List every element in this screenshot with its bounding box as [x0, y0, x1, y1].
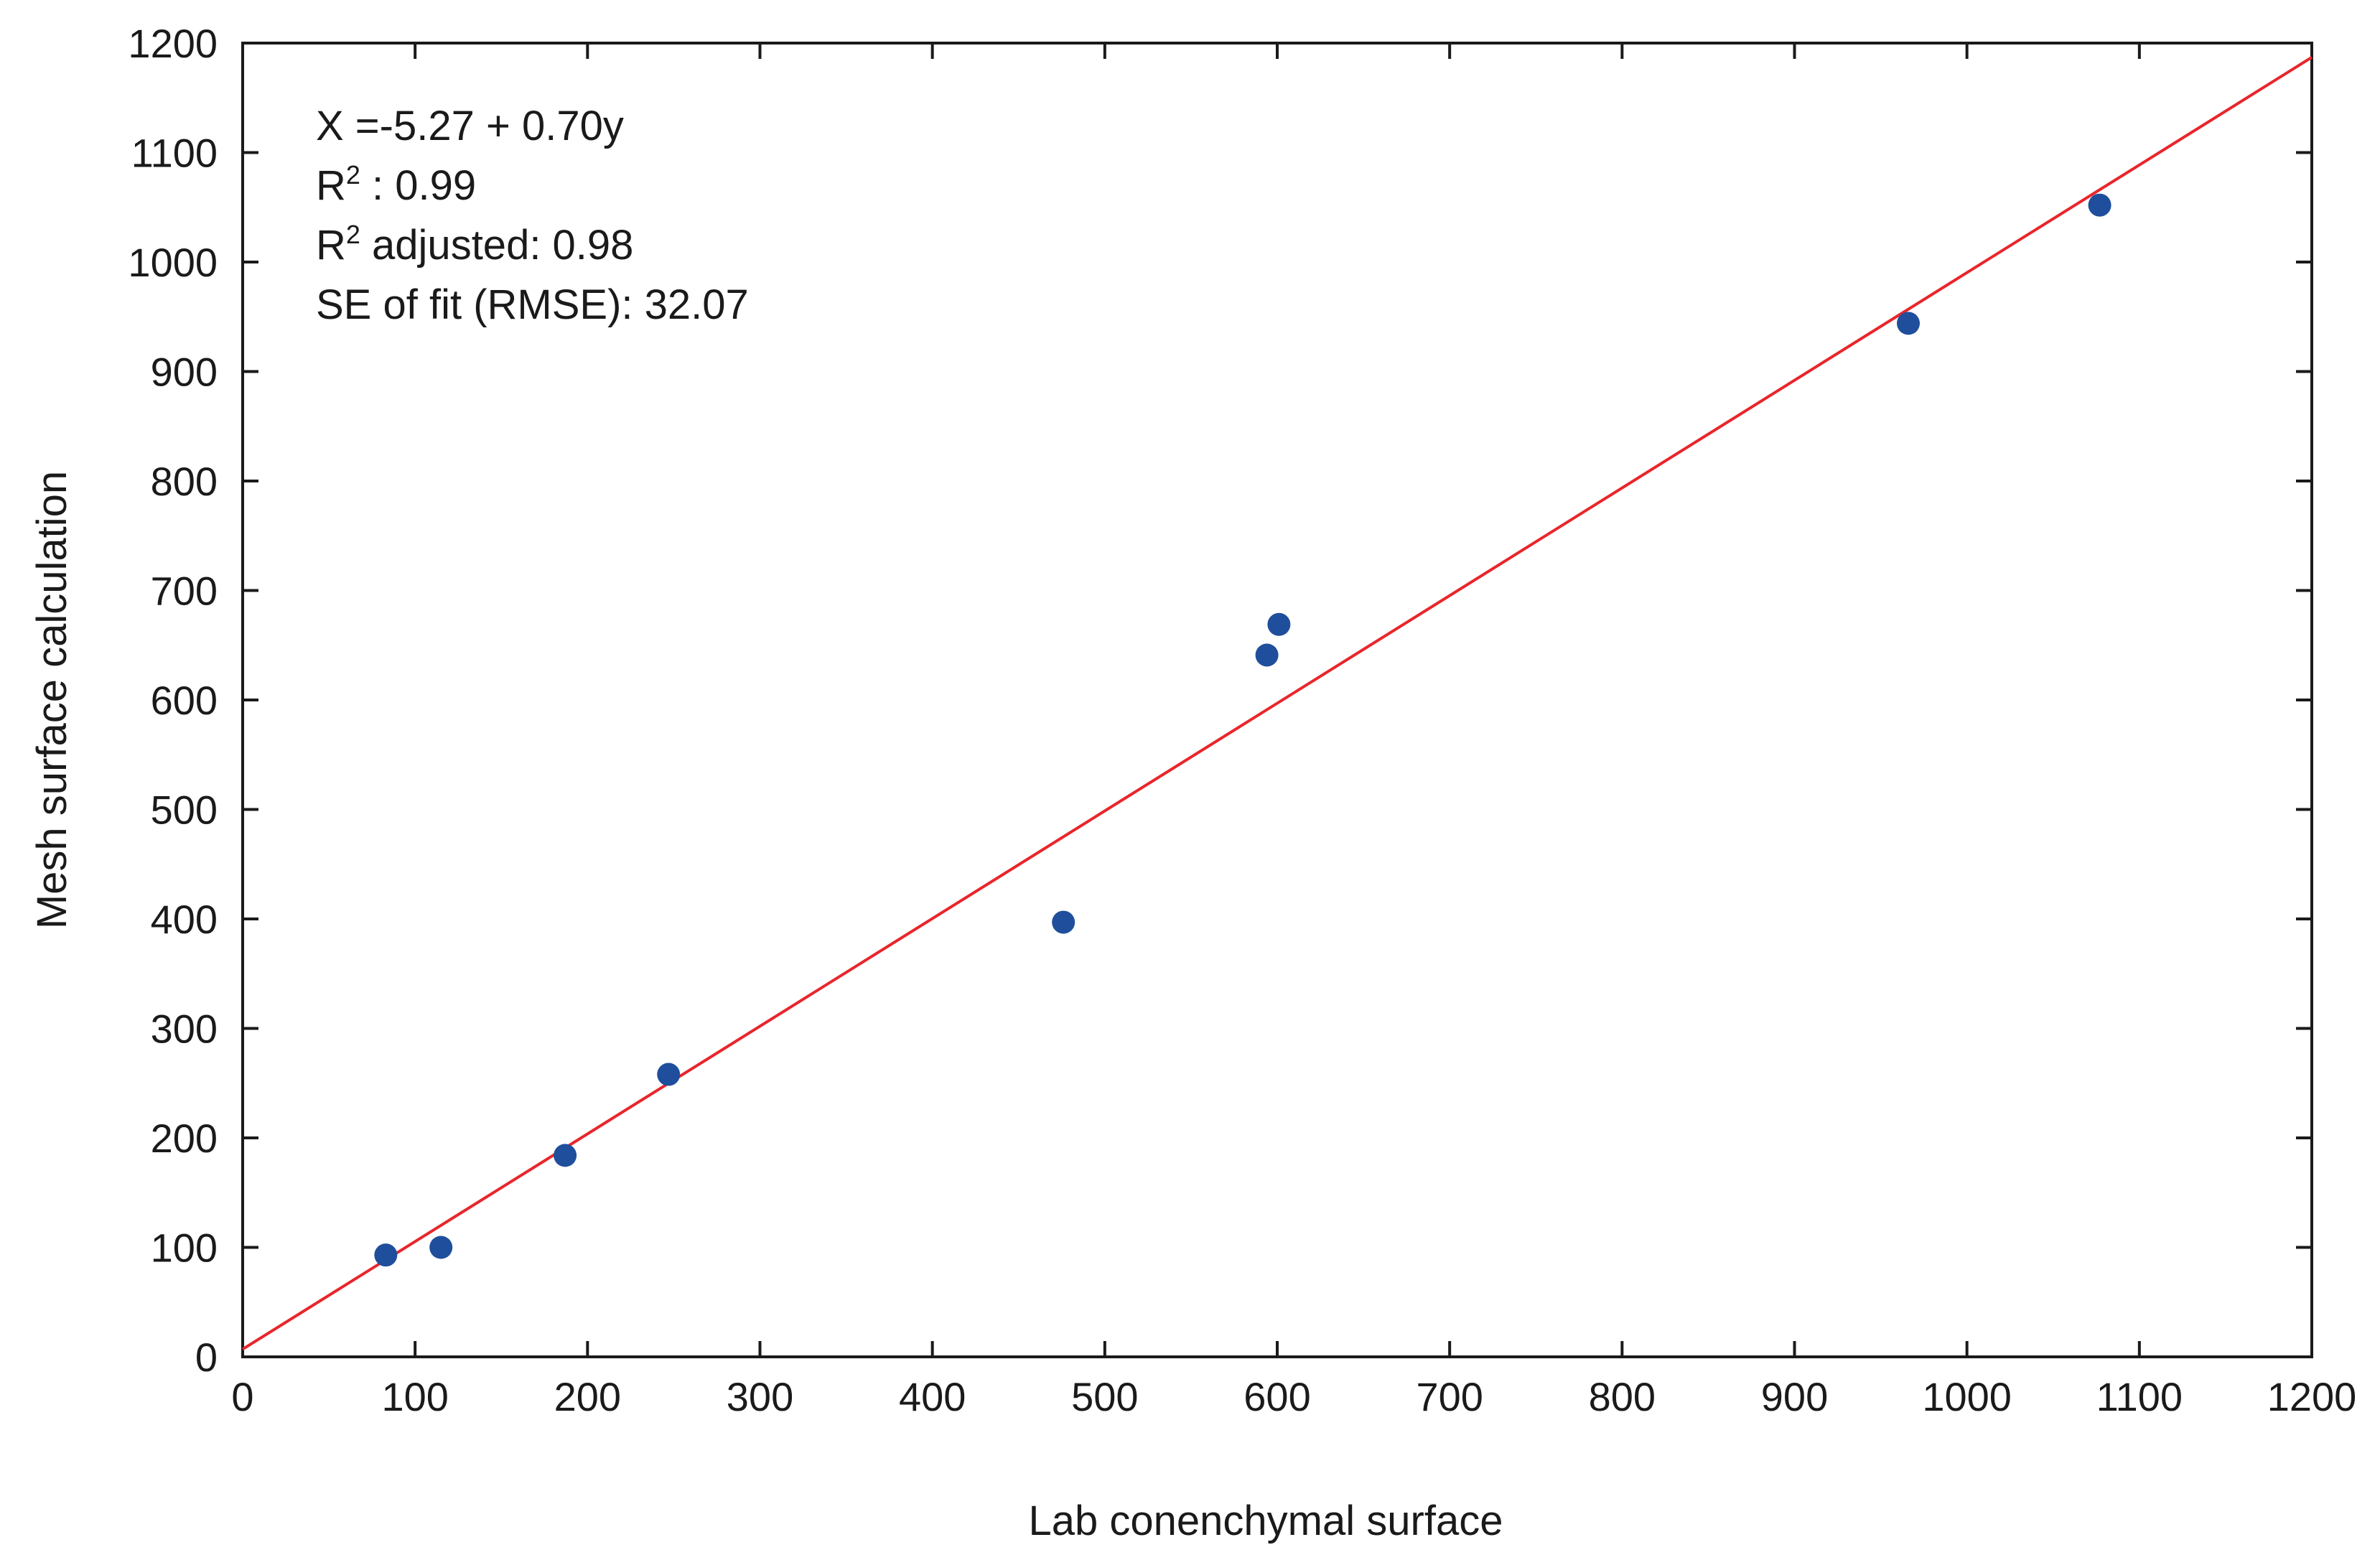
x-tick-label: 0 [231, 1374, 253, 1419]
y-tick-label: 600 [151, 678, 218, 723]
axis-tick-labels: 0 100 200 300 400 500 600 700 800 900 1000 1100 1200… [128, 21, 2356, 1419]
y-tick-label: 1000 [128, 240, 218, 285]
y-tick-label: 800 [151, 459, 218, 504]
data-point [374, 1243, 398, 1267]
x-tick-label: 300 [727, 1374, 793, 1419]
fit-equation: X =-5.27 + 0.70y [316, 103, 624, 149]
x-tick-label: 200 [554, 1374, 621, 1419]
y-tick-label: 900 [151, 350, 218, 395]
r-squared-adjusted: R2 adjusted: 0.98 [316, 220, 633, 268]
data-point [1267, 612, 1291, 636]
y-tick-label: 500 [151, 788, 218, 833]
data-point [1897, 312, 1921, 335]
data-point [554, 1144, 577, 1167]
y-tick-label: 400 [151, 897, 218, 942]
x-tick-label: 400 [899, 1374, 966, 1419]
y-axis-title: Mesh surface calculation [29, 471, 75, 929]
axis-ticks [241, 42, 2313, 1358]
x-tick-label: 1100 [2096, 1374, 2183, 1419]
data-points [374, 193, 2111, 1267]
x-tick-label: 600 [1243, 1374, 1310, 1419]
x-tick-label: 1000 [1922, 1374, 2012, 1419]
x-tick-label: 1200 [2267, 1374, 2357, 1419]
y-tick-label: 300 [151, 1007, 218, 1052]
x-tick-label: 100 [381, 1374, 448, 1419]
data-point [1255, 643, 1279, 667]
y-tick-label: 200 [151, 1116, 218, 1161]
x-tick-label: 800 [1589, 1374, 1656, 1419]
y-tick-label: 700 [151, 569, 218, 614]
r-squared: R2 : 0.99 [316, 160, 476, 209]
x-tick-label: 900 [1761, 1374, 1828, 1419]
data-point [2088, 193, 2111, 217]
y-tick-label: 1100 [131, 131, 218, 176]
y-tick-label: 0 [195, 1335, 218, 1380]
y-tick-label: 100 [151, 1225, 218, 1271]
fit-statistics: X =-5.27 + 0.70y R2 : 0.99 R2 adjusted: … [316, 103, 749, 328]
y-tick-label: 1200 [128, 21, 218, 66]
data-point [1052, 910, 1075, 934]
x-axis-title: Lab conenchymal surface [1029, 1498, 1503, 1544]
x-tick-label: 500 [1071, 1374, 1138, 1419]
regression-line [241, 56, 2313, 1351]
se-of-fit: SE of fit (RMSE): 32.07 [316, 281, 749, 328]
data-point [429, 1236, 453, 1259]
data-point [657, 1063, 681, 1086]
x-tick-label: 700 [1416, 1374, 1483, 1419]
